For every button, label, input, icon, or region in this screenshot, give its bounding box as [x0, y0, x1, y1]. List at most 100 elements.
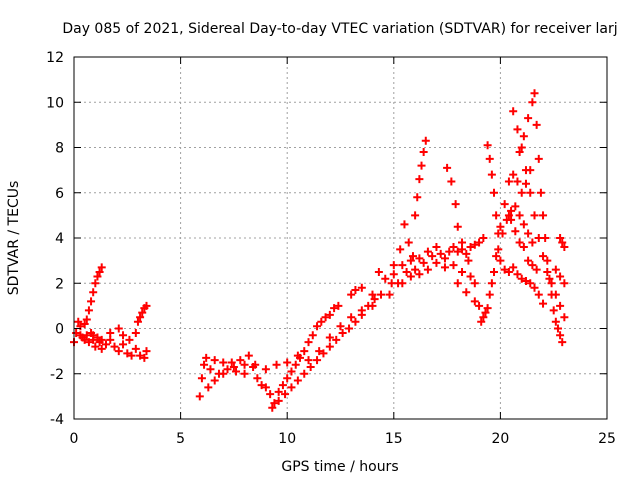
data-point [304, 338, 313, 347]
data-point [483, 304, 492, 313]
data-point [408, 252, 417, 261]
data-point [347, 313, 356, 322]
data-point [411, 265, 420, 274]
data-point [560, 243, 569, 252]
data-point [524, 256, 533, 265]
data-point [496, 256, 505, 265]
data-point [370, 295, 379, 304]
x-tick-label: 15 [385, 431, 403, 447]
data-point [140, 353, 149, 362]
data-point [330, 304, 339, 313]
data-point [462, 288, 471, 297]
data-point [539, 252, 548, 261]
data-point [547, 279, 556, 288]
data-point [325, 333, 334, 342]
data-point [453, 222, 462, 231]
data-point [556, 331, 565, 340]
x-tick-label: 5 [176, 431, 185, 447]
data-point [95, 267, 104, 276]
data-point [266, 390, 275, 399]
data-point [119, 340, 128, 349]
data-point [558, 338, 567, 347]
data-point [483, 141, 492, 150]
data-point [364, 301, 373, 310]
data-point [440, 263, 449, 272]
data-point [490, 188, 499, 197]
data-point [293, 351, 302, 360]
data-point [528, 261, 537, 270]
data-point [513, 270, 522, 279]
data-point [283, 358, 292, 367]
data-point [494, 229, 503, 238]
data-point [466, 243, 475, 252]
data-point [142, 347, 151, 356]
data-point [398, 279, 407, 288]
data-point [464, 256, 473, 265]
data-point [553, 324, 562, 333]
data-point [251, 360, 260, 369]
data-point [519, 220, 528, 229]
data-point [89, 331, 98, 340]
data-point [475, 238, 484, 247]
data-point [101, 340, 110, 349]
x-axis-label: GPS time / hours [281, 459, 398, 475]
x-tick-label: 0 [70, 431, 79, 447]
data-point [313, 356, 322, 365]
chart-title: Day 085 of 2021, Sidereal Day-to-day VTE… [62, 21, 617, 37]
data-point [492, 211, 501, 220]
data-point [517, 143, 526, 152]
data-point [509, 170, 518, 179]
data-point [84, 306, 93, 315]
data-point [504, 267, 513, 276]
data-point [479, 313, 488, 322]
y-tick-labels: -4 -2 0 2 4 6 8 10 12 [46, 50, 64, 428]
data-point [534, 290, 543, 299]
data-point [509, 107, 518, 116]
data-point [287, 383, 296, 392]
data-point [131, 344, 140, 353]
data-point [306, 362, 315, 371]
data-point [87, 297, 96, 306]
data-point [204, 383, 213, 392]
data-point [428, 252, 437, 261]
y-tick-label: -2 [50, 367, 64, 383]
data-point [206, 365, 215, 374]
y-tick-label: 8 [55, 141, 64, 157]
data-point [91, 279, 100, 288]
data-point [334, 301, 343, 310]
data-point [197, 374, 206, 383]
data-point [268, 403, 277, 412]
data-point [415, 175, 424, 184]
data-point [528, 238, 537, 247]
x-tick-label: 10 [278, 431, 296, 447]
data-point [142, 301, 151, 310]
data-point [270, 399, 279, 408]
data-point [195, 392, 204, 401]
data-point [492, 252, 501, 261]
data-point [300, 347, 309, 356]
data-point [458, 238, 467, 247]
data-point [136, 313, 145, 322]
data-point [385, 290, 394, 299]
data-point [500, 265, 509, 274]
data-point [551, 265, 560, 274]
y-tick-label: 0 [55, 322, 64, 338]
data-point [526, 279, 535, 288]
data-point [274, 396, 283, 405]
data-point [500, 200, 509, 209]
data-point [357, 283, 366, 292]
data-point [509, 263, 518, 272]
data-point [549, 306, 558, 315]
data-point [547, 290, 556, 299]
data-point [462, 249, 471, 258]
data-point [291, 360, 300, 369]
data-point [485, 290, 494, 299]
data-point [496, 222, 505, 231]
data-point [396, 245, 405, 254]
data-point [106, 335, 115, 344]
data-point [419, 258, 428, 267]
data-point [389, 270, 398, 279]
data-point [210, 376, 219, 385]
data-point [84, 338, 93, 347]
data-point [119, 331, 128, 340]
